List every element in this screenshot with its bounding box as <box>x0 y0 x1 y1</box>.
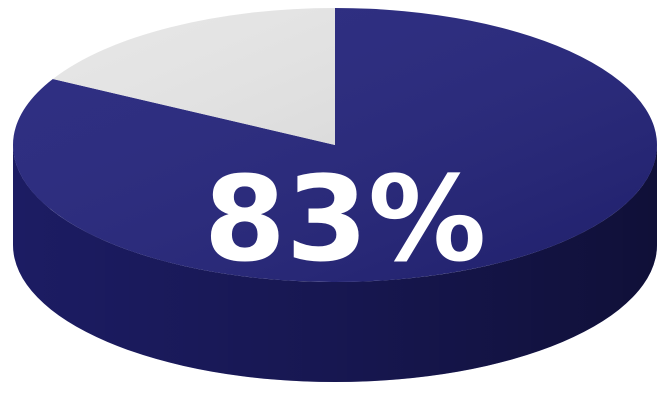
pie-side-shade <box>13 145 657 382</box>
value-label: 83% <box>204 150 486 288</box>
pie-top-shade <box>13 8 657 282</box>
